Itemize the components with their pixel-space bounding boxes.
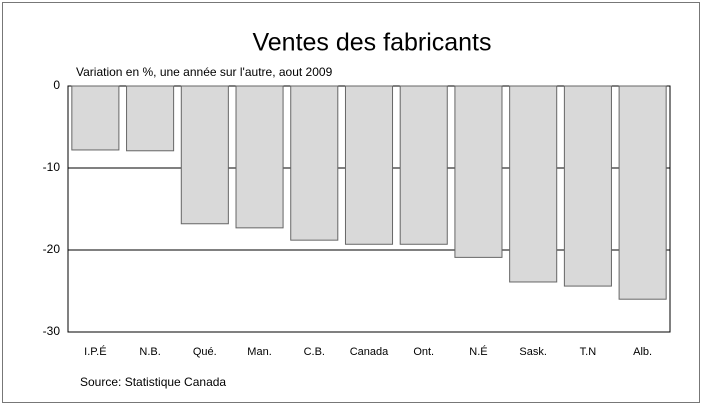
x-tick-label: Sask. [519, 346, 547, 358]
bar [71, 85, 120, 151]
bar [126, 85, 175, 152]
bar [563, 85, 612, 287]
bar [618, 85, 667, 300]
bar [454, 85, 503, 258]
bar [180, 85, 229, 225]
bar [235, 85, 284, 229]
x-tick-label: I.P.É [84, 345, 106, 358]
bar [290, 85, 339, 241]
y-tick-label: 0 [53, 78, 60, 92]
x-tick-label: Qué. [193, 346, 217, 358]
x-tick-label: C.B. [304, 346, 325, 358]
bar [509, 85, 558, 283]
y-tick-label: -20 [43, 242, 61, 256]
y-tick-label: -30 [43, 324, 61, 338]
y-tick-label: -10 [43, 160, 61, 174]
x-tick-label: Canada [350, 346, 389, 358]
bar [399, 85, 448, 245]
bar [344, 85, 394, 245]
chart-title: Ventes des fabricants [252, 29, 491, 57]
x-tick-label: N.É [469, 345, 487, 358]
x-tick-label: N.B. [139, 346, 160, 358]
x-tick-label: Man. [247, 346, 271, 358]
x-tick-label: Alb. [633, 346, 652, 358]
source-note: Source: Statistique Canada [80, 375, 226, 389]
chart-subtitle: Variation en %, une année sur l'autre, a… [76, 65, 333, 79]
x-tick-label: Ont. [413, 346, 434, 358]
x-tick-label: T.N [580, 346, 597, 358]
